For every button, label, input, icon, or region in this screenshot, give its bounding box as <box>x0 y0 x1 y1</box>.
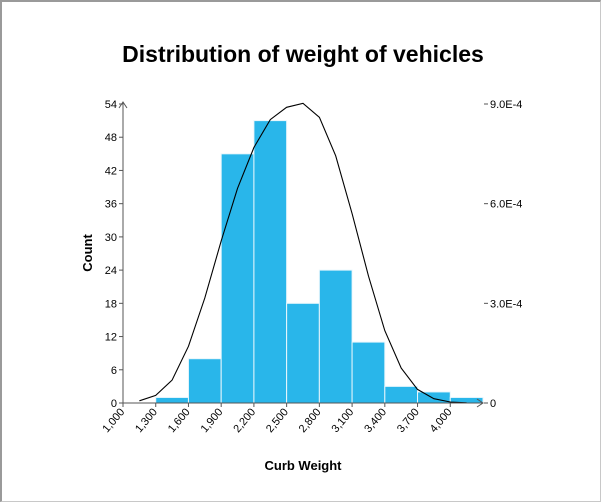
x-tick-label: 2,500 <box>264 406 291 435</box>
y2-axis-ticks: 0 3.0E-4 6.0E-4 9.0E-4 <box>484 99 522 410</box>
bars-group <box>155 120 484 404</box>
y-tick-label: 54 <box>105 99 117 111</box>
y-tick-label: 24 <box>105 265 117 277</box>
y-tick-label: 12 <box>105 332 117 344</box>
y-tick-label: 6 <box>111 365 117 377</box>
x-tick-label: 1,000 <box>100 406 127 435</box>
histogram-bar <box>155 396 189 404</box>
x-axis-label: Curb Weight <box>264 458 342 473</box>
y-tick-label: 30 <box>105 232 117 244</box>
x-axis-arrow <box>476 398 484 408</box>
histogram-bar <box>220 153 255 404</box>
y-tick-label: 18 <box>105 298 117 310</box>
x-tick-label: 4,000 <box>428 406 455 435</box>
x-axis-ticks: 1,000 1,300 1,600 1,900 2,200 2,500 2,800 3,100… <box>100 403 455 435</box>
axes-group <box>118 101 484 408</box>
y-tick-label: 42 <box>105 165 117 177</box>
x-tick-label: 1,900 <box>199 406 226 435</box>
x-tick-label: 3,400 <box>362 406 389 435</box>
y-axis-ticks: 0 6 12 18 24 30 36 42 48 54 <box>105 99 123 410</box>
y-tick-label: 0 <box>111 398 117 410</box>
y2-tick-label: 6.0E-4 <box>490 199 522 211</box>
y-axis-arrow <box>118 101 128 109</box>
x-tick-label: 1,600 <box>166 406 193 435</box>
histogram-bar <box>253 120 288 404</box>
y-tick-label: 48 <box>105 132 117 144</box>
x-tick-label: 3,700 <box>395 406 422 435</box>
y2-tick-label: 3.0E-4 <box>490 298 522 310</box>
y2-tick-label: 9.0E-4 <box>490 99 522 111</box>
histogram-bar <box>384 385 419 404</box>
x-tick-label: 3,100 <box>329 406 356 435</box>
x-tick-label: 1,300 <box>133 406 160 435</box>
density-curve <box>139 102 467 404</box>
histogram-bar <box>187 358 222 404</box>
x-tick-label: 2,800 <box>297 406 324 435</box>
y-tick-label: 36 <box>105 199 117 211</box>
histogram-bar <box>318 269 353 404</box>
y-axis-label: Count <box>80 234 95 272</box>
chart-title: Distribution of weight of vehicles <box>122 41 484 67</box>
x-tick-label: 2,200 <box>231 406 258 435</box>
histogram-bar <box>351 341 386 404</box>
histogram-bar <box>286 302 320 404</box>
y2-tick-label: 0 <box>490 398 496 410</box>
